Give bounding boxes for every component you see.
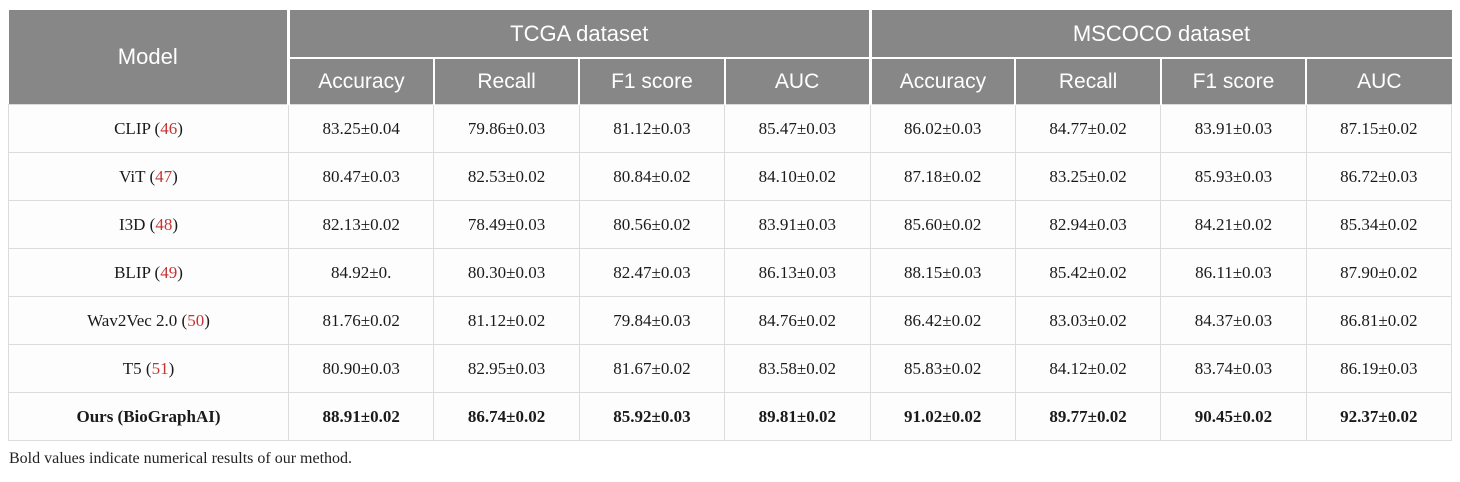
value-cell: 91.02±0.02 xyxy=(869,392,1016,441)
value-cell: 92.37±0.02 xyxy=(1305,392,1453,441)
column-header: AUC xyxy=(723,58,870,105)
citation-number: 47 xyxy=(155,166,173,186)
value-cell: 86.74±0.02 xyxy=(433,392,580,441)
value-cell: 81.12±0.02 xyxy=(433,296,580,345)
citation-number: 46 xyxy=(160,118,178,138)
table-row: BLIP (49) 84.92±0. 80.30±0.03 82.47±0.03 86.… xyxy=(8,248,1453,297)
model-cell: ViT (47) xyxy=(8,152,289,201)
model-cell: I3D (48) xyxy=(8,200,289,249)
value-cell: 89.77±0.02 xyxy=(1014,392,1162,441)
column-header: Accuracy xyxy=(286,58,434,105)
value-cell: 90.45±0.02 xyxy=(1160,392,1307,441)
value-cell: 83.91±0.03 xyxy=(1160,104,1307,153)
value-cell: 85.60±0.02 xyxy=(869,200,1016,249)
citation-number: 51 xyxy=(151,358,169,378)
value-cell: 85.42±0.02 xyxy=(1014,248,1162,297)
citation-number: 50 xyxy=(187,310,205,330)
value-cell: 85.93±0.03 xyxy=(1160,152,1307,201)
table-row: T5 (51) 80.90±0.03 82.95±0.03 81.67±0.02 83.… xyxy=(8,344,1453,393)
column-header: F1 score xyxy=(1159,58,1307,105)
value-cell: 86.02±0.03 xyxy=(869,104,1016,153)
group-header-1: MSCOCO dataset xyxy=(868,10,1452,60)
value-cell: 79.84±0.03 xyxy=(578,296,726,345)
value-cell: 83.74±0.03 xyxy=(1160,344,1307,393)
value-cell: 84.10±0.02 xyxy=(724,152,871,201)
column-header-model: Model xyxy=(8,10,289,105)
value-cell: 82.47±0.03 xyxy=(578,248,726,297)
value-cell: 89.81±0.02 xyxy=(724,392,871,441)
model-cell: Wav2Vec 2.0 (50) xyxy=(8,296,289,345)
table-row: Ours (BioGraphAI) 88.91±0.02 86.74±0.02 85.… xyxy=(8,392,1453,441)
value-cell: 82.95±0.03 xyxy=(433,344,580,393)
value-cell: 87.18±0.02 xyxy=(869,152,1016,201)
table-row: ViT (47) 80.47±0.03 82.53±0.02 80.84±0.02 84… xyxy=(8,152,1453,201)
column-header: AUC xyxy=(1305,58,1452,105)
model-cell: T5 (51) xyxy=(8,344,289,393)
citation-number: 49 xyxy=(160,262,178,282)
value-cell: 80.47±0.03 xyxy=(287,152,435,201)
column-header: Accuracy xyxy=(868,58,1016,105)
table-row: I3D (48) 82.13±0.02 78.49±0.03 80.56±0.02 83… xyxy=(8,200,1453,249)
value-cell: 86.42±0.02 xyxy=(869,296,1016,345)
value-cell: 86.81±0.02 xyxy=(1305,296,1453,345)
group-header-0: TCGA dataset xyxy=(287,10,870,60)
value-cell: 83.91±0.03 xyxy=(724,200,871,249)
value-cell: 82.53±0.02 xyxy=(433,152,580,201)
value-cell: 81.12±0.03 xyxy=(578,104,726,153)
value-cell: 88.15±0.03 xyxy=(869,248,1016,297)
value-cell: 86.19±0.03 xyxy=(1305,344,1453,393)
value-cell: 83.58±0.02 xyxy=(724,344,871,393)
value-cell: 83.25±0.04 xyxy=(287,104,435,153)
value-cell: 85.83±0.02 xyxy=(869,344,1016,393)
value-cell: 84.12±0.02 xyxy=(1014,344,1162,393)
value-cell: 84.77±0.02 xyxy=(1014,104,1162,153)
value-cell: 84.37±0.03 xyxy=(1160,296,1307,345)
value-cell: 85.34±0.02 xyxy=(1305,200,1453,249)
table-footnote: Bold values indicate numerical results o… xyxy=(9,450,353,467)
table-row: CLIP (46) 83.25±0.04 79.86±0.03 81.12±0.03 8… xyxy=(8,104,1453,153)
value-cell: 84.76±0.02 xyxy=(724,296,871,345)
results-table: Model TCGA dataset MSCOCO dataset Accuracy R… xyxy=(8,10,1453,441)
value-cell: 80.56±0.02 xyxy=(578,200,726,249)
table-body: CLIP (46) 83.25±0.04 79.86±0.03 81.12±0.03 8… xyxy=(8,104,1453,441)
value-cell: 80.84±0.02 xyxy=(578,152,726,201)
value-cell: 83.03±0.02 xyxy=(1014,296,1162,345)
value-cell: 82.94±0.03 xyxy=(1014,200,1162,249)
value-cell: 85.92±0.03 xyxy=(578,392,726,441)
value-cell: 83.25±0.02 xyxy=(1014,152,1162,201)
citation-number: 48 xyxy=(155,214,173,234)
value-cell: 80.90±0.03 xyxy=(287,344,435,393)
column-header: Recall xyxy=(432,58,580,105)
model-cell: Ours (BioGraphAI) xyxy=(8,392,289,441)
value-cell: 81.67±0.02 xyxy=(578,344,726,393)
table-row: Wav2Vec 2.0 (50) 81.76±0.02 81.12±0.02 79.8… xyxy=(8,296,1453,345)
value-cell: 85.47±0.03 xyxy=(724,104,871,153)
value-cell: 80.30±0.03 xyxy=(433,248,580,297)
table-head: Model TCGA dataset MSCOCO dataset Accuracy R… xyxy=(8,10,1452,105)
value-cell: 84.92±0. xyxy=(287,248,435,297)
value-cell: 79.86±0.03 xyxy=(433,104,580,153)
value-cell: 78.49±0.03 xyxy=(433,200,580,249)
value-cell: 87.15±0.02 xyxy=(1305,104,1453,153)
column-header: Recall xyxy=(1014,58,1161,105)
model-cell: BLIP (49) xyxy=(8,248,289,297)
value-cell: 87.90±0.02 xyxy=(1305,248,1453,297)
value-cell: 81.76±0.02 xyxy=(287,296,435,345)
value-cell: 82.13±0.02 xyxy=(287,200,435,249)
column-header: F1 score xyxy=(578,58,725,105)
value-cell: 86.13±0.03 xyxy=(724,248,871,297)
value-cell: 84.21±0.02 xyxy=(1160,200,1307,249)
model-cell: CLIP (46) xyxy=(8,104,289,153)
value-cell: 86.72±0.03 xyxy=(1305,152,1453,201)
value-cell: 86.11±0.03 xyxy=(1160,248,1307,297)
value-cell: 88.91±0.02 xyxy=(287,392,435,441)
